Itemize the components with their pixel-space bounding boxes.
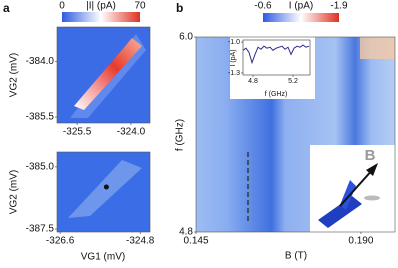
x-tick-label: 0.190: [348, 236, 373, 247]
plot-frame: [56, 151, 151, 233]
x-tick-label: 0.145: [183, 236, 208, 247]
colorbar: [263, 13, 339, 22]
marker: [103, 184, 109, 190]
y-tick-label: -387.5: [26, 224, 55, 235]
x-tick-label: -324.0: [117, 127, 146, 138]
x-axis-label: f (GHz): [265, 91, 288, 98]
y-tick-label: -384.0: [26, 56, 55, 67]
colorbar-tick-label: 0: [59, 1, 65, 12]
y-tick-label: -385.5: [26, 112, 55, 123]
colorbar-tick-label: -0.6: [254, 1, 272, 12]
y-tick-label: 4.8: [179, 227, 193, 238]
plot-frame: [56, 26, 151, 124]
sketch-block: [318, 196, 362, 228]
panel-label: b: [176, 1, 183, 15]
inset-bg: [230, 37, 315, 99]
y-axis-label: VG2 (mV): [9, 53, 20, 97]
colorbar: [62, 12, 140, 22]
sketch-arrow: [339, 167, 375, 207]
y-tick-label: -1.0: [228, 39, 240, 46]
y-tick-label: -385.0: [26, 162, 55, 173]
sketch-arrowhead: [366, 163, 378, 176]
x-tick-label: -326.6: [46, 236, 75, 247]
y-axis-label: f (GHz): [175, 119, 186, 151]
colorbar-tick-label: -1.9: [330, 1, 348, 12]
panel-label: a: [3, 1, 10, 15]
x-tick-label: -325.5: [63, 127, 92, 138]
y-axis-label: I (pA): [230, 49, 237, 66]
annotation: B: [365, 147, 376, 164]
x-tick-label: 5.2: [288, 78, 298, 85]
y-axis-label: VG2 (mV): [9, 170, 20, 214]
x-tick-label: -324.8: [126, 236, 155, 247]
sketch-shadow: [364, 195, 380, 201]
inset-frame: [242, 39, 311, 76]
x-axis-label: VG1 (mV): [81, 252, 125, 263]
colorbar-label: I (pA): [289, 1, 313, 12]
x-axis-label: B (T): [285, 251, 307, 262]
colorbar-tick-label: 70: [134, 1, 146, 12]
plot-frame: [195, 36, 396, 233]
y-tick-label: 6.0: [179, 32, 193, 43]
heatmap-patch: [360, 37, 395, 59]
line: [242, 44, 310, 65]
y-tick-label: -1.3: [228, 70, 240, 77]
heatmap-resonance: [74, 38, 142, 110]
colorbar-label: |I| (pA): [86, 1, 116, 12]
x-tick-label: 4.8: [248, 78, 258, 85]
